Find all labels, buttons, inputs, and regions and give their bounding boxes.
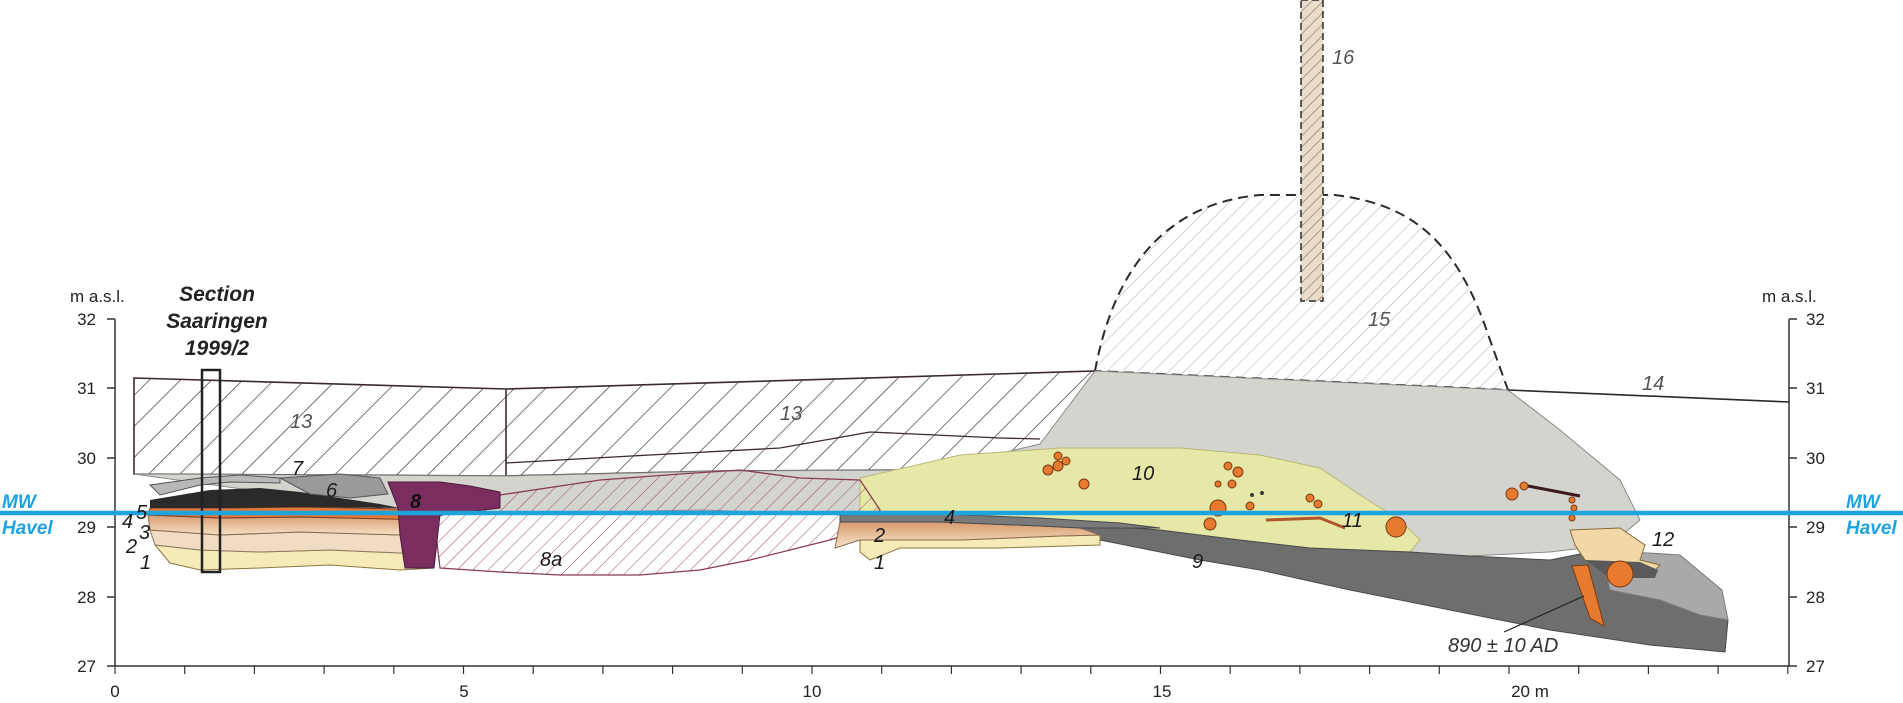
layer-4-mid [839,513,1161,529]
y-tick-30-left: 30 [77,449,96,468]
layer-label-9: 9 [1192,551,1203,573]
layer-label-4-mid: 4 [944,507,955,529]
y-tick-labels-left: 32 31 30 29 28 27 [77,310,96,676]
water-level-label-left: MW Havel [2,492,53,539]
layer-label-15: 15 [1368,309,1391,331]
layer-5-left [150,488,400,508]
layer-label-16: 16 [1332,47,1355,69]
layer-label-14: 14 [1642,373,1664,395]
layer-label-10: 10 [1132,463,1154,485]
x-tick-5: 5 [459,682,468,701]
layer-label-8a: 8a [540,549,562,571]
y-axis-unit-left: m a.s.l. [70,287,125,306]
y-tick-29-left: 29 [77,518,96,537]
left-axis [107,318,116,667]
layer-label-11: 11 [1342,510,1363,532]
x-tick-0: 0 [110,682,119,701]
section-saaringen-box [200,368,222,574]
layer-6-left [278,473,389,499]
right-axis [1788,318,1797,667]
layer-label-13-left: 13 [290,411,312,433]
water-level-label-right: MW Havel [1846,492,1897,539]
orange-finds [1042,451,1634,628]
layer-label-8: 8 [410,491,422,513]
dark-rod-find [1527,484,1581,498]
y-tick-31-right: 31 [1806,379,1825,398]
layer-label-13-mid: 13 [780,403,802,425]
section-title-line1: Section [179,283,255,306]
y-tick-30-right: 30 [1806,449,1825,468]
layer-7-left [148,474,281,496]
section-title-line2: Saaringen [166,310,268,333]
bottom-axis [114,665,1789,674]
y-tick-28-right: 28 [1806,588,1825,607]
y-tick-32-left: 32 [77,310,96,329]
orange-rod-find [1265,516,1346,530]
layer-label-2-left: 2 [125,536,137,558]
section-title-line3: 1999/2 [185,337,250,360]
small-dark-finds [1250,491,1264,497]
y-tick-28-left: 28 [77,588,96,607]
dating-leader-line [1503,595,1585,633]
y-tick-labels-right: 32 31 30 29 28 27 [1806,310,1825,676]
layer-label-12: 12 [1652,529,1674,551]
y-tick-29-right: 29 [1806,518,1825,537]
x-tick-15: 15 [1153,682,1172,701]
layer-label-7: 7 [292,458,304,480]
layer-label-6: 6 [326,480,338,502]
x-tick-labels: 0 5 10 15 20 m [110,682,1549,701]
layer-label-5: 5 [136,502,148,524]
mw-label-left: MW [2,492,38,513]
y-tick-31-left: 31 [77,379,96,398]
x-tick-10: 10 [803,682,822,701]
layer-16-post [1300,0,1324,302]
layer-13-inner-line [505,431,1041,464]
layer-label-2-mid: 2 [873,525,885,547]
layer-label-1-mid: 1 [874,552,885,574]
y-tick-27-right: 27 [1806,657,1825,676]
y-tick-32-right: 32 [1806,310,1825,329]
y-tick-27-left: 27 [77,657,96,676]
layer-14-line [1507,389,1790,403]
layer-label-1-left: 1 [140,552,151,574]
x-tick-20: 20 m [1511,682,1549,701]
layer-label-3: 3 [139,522,150,544]
layer-label-4-left: 4 [122,511,133,533]
havel-label-right: Havel [1846,518,1897,539]
dating-label: 890 ± 10 AD [1448,635,1558,657]
section-title: Section Saaringen 1999/2 [166,283,268,360]
mw-label-right: MW [1846,492,1882,513]
y-axis-unit-right: m a.s.l. [1762,287,1817,306]
havel-label-left: Havel [2,518,53,539]
